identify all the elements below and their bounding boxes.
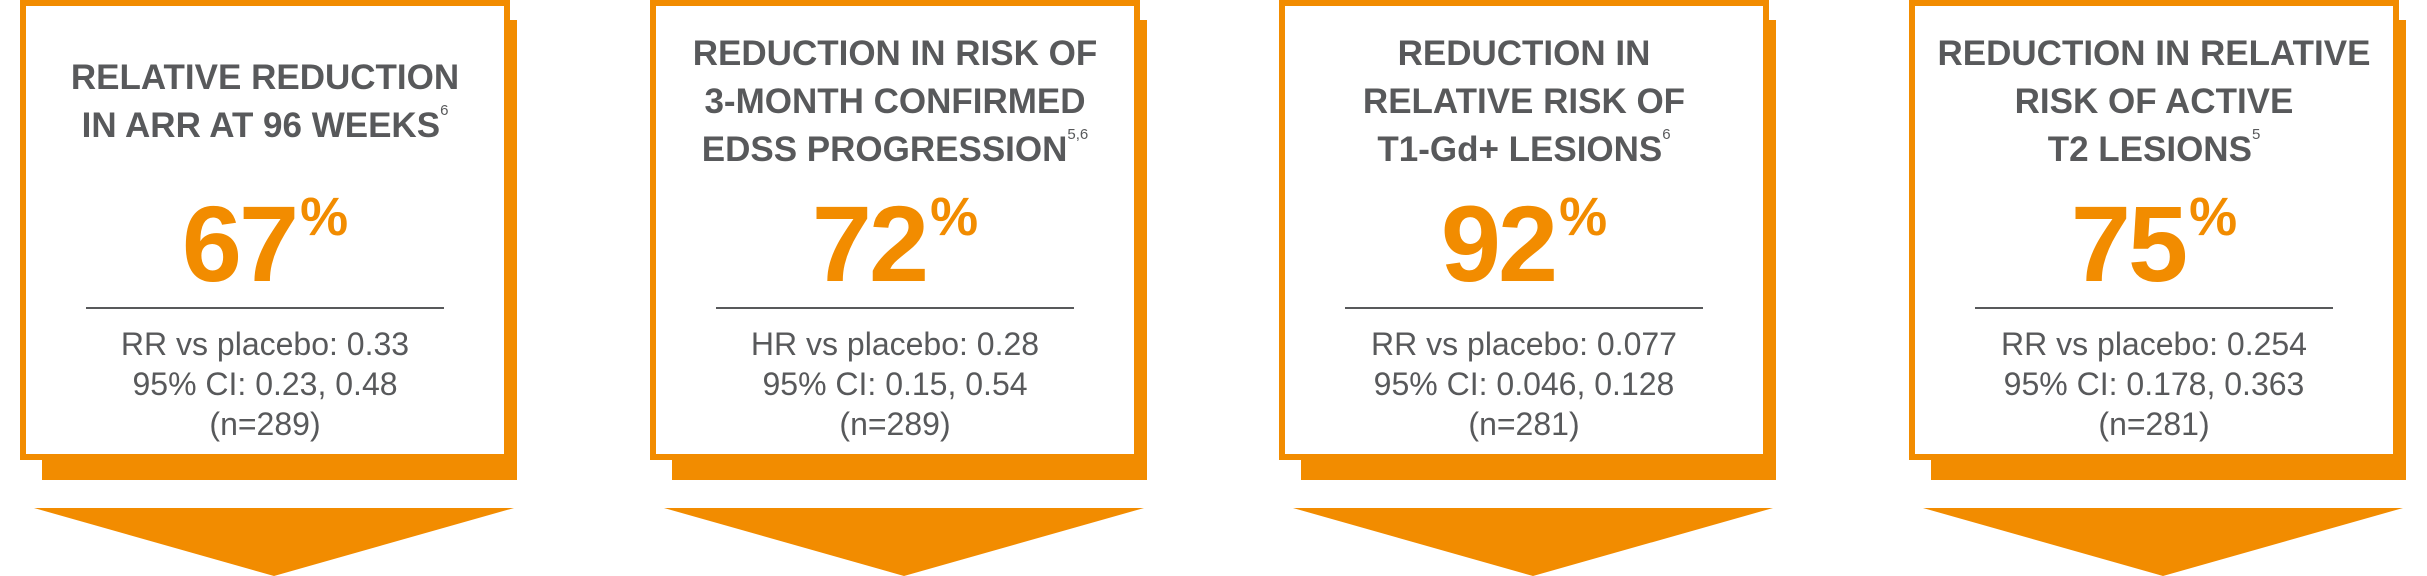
reference-superscript: 5 [2251, 126, 2261, 143]
stat-n: (n=289) [839, 406, 951, 442]
stat-n: (n=281) [2098, 406, 2210, 442]
reference-superscript: 5,6 [1067, 126, 1089, 143]
heading-line: EDSS PROGRESSION5,6 [701, 126, 1089, 169]
heading-line: 3-MONTH CONFIRMED [704, 82, 1086, 121]
heading-line: REDUCTION IN [1397, 34, 1651, 73]
stat-n: (n=281) [1468, 406, 1580, 442]
divider [1345, 307, 1703, 309]
percent-sign: % [930, 187, 979, 247]
card-heading: REDUCTION IN RELATIVE RISK OF ACTIVE T2 … [1929, 30, 2379, 174]
stat-ci: 95% CI: 0.15, 0.54 [762, 366, 1028, 402]
heading-line: REDUCTION IN RELATIVE [1937, 34, 2371, 73]
divider [86, 307, 444, 309]
down-arrow-icon [1293, 508, 1773, 576]
stat-n: (n=289) [209, 406, 321, 442]
percent-value: 75% [2070, 183, 2238, 304]
card-box: REDUCTION IN RELATIVE RISK OF T1-Gd+ LES… [1279, 0, 1769, 460]
percent-value: 92% [1440, 183, 1608, 304]
card-heading: REDUCTION IN RISK OF 3-MONTH CONFIRMED E… [670, 30, 1120, 174]
stat-card-arr: RELATIVE REDUCTION IN ARR AT 96 WEEKS6 6… [20, 0, 525, 576]
reference-superscript: 6 [1662, 126, 1671, 143]
stat-card-t1-lesions: REDUCTION IN RELATIVE RISK OF T1-Gd+ LES… [1279, 0, 1784, 576]
heading-line: T2 LESIONS5 [2047, 126, 2261, 169]
down-arrow-icon [664, 508, 1144, 576]
stat-ci: 95% CI: 0.178, 0.363 [2003, 366, 2305, 402]
percent-sign: % [2189, 187, 2238, 247]
percent-sign: % [300, 187, 349, 247]
down-arrow-icon [34, 508, 514, 576]
card-box: REDUCTION IN RELATIVE RISK OF ACTIVE T2 … [1909, 0, 2399, 460]
heading-line: IN ARR AT 96 WEEKS6 [81, 102, 449, 145]
card-heading: RELATIVE REDUCTION IN ARR AT 96 WEEKS6 [40, 54, 490, 150]
divider [1975, 307, 2333, 309]
card-box: REDUCTION IN RISK OF 3-MONTH CONFIRMED E… [650, 0, 1140, 460]
down-arrow-icon [1923, 508, 2403, 576]
stat-ratio: RR vs placebo: 0.33 [120, 326, 410, 362]
stat-ci: 95% CI: 0.046, 0.128 [1373, 366, 1675, 402]
percent-value: 72% [811, 183, 979, 304]
card-box: RELATIVE REDUCTION IN ARR AT 96 WEEKS6 6… [20, 0, 510, 460]
stat-ratio: RR vs placebo: 0.077 [1371, 326, 1677, 362]
heading-line: REDUCTION IN RISK OF [692, 34, 1098, 73]
percent-sign: % [1559, 187, 1608, 247]
stat-card-t2-lesions: REDUCTION IN RELATIVE RISK OF ACTIVE T2 … [1909, 0, 2414, 576]
heading-line: T1-Gd+ LESIONS6 [1377, 126, 1671, 169]
heading-line: RELATIVE RISK OF [1362, 82, 1686, 121]
percent-value: 67% [181, 183, 349, 304]
heading-line: RELATIVE REDUCTION [70, 58, 460, 97]
divider [716, 307, 1074, 309]
stat-ratio: HR vs placebo: 0.28 [750, 326, 1040, 362]
stat-card-edss: REDUCTION IN RISK OF 3-MONTH CONFIRMED E… [650, 0, 1155, 576]
stat-ci: 95% CI: 0.23, 0.48 [132, 366, 398, 402]
heading-line: RISK OF ACTIVE [2014, 82, 2294, 121]
stat-ratio: RR vs placebo: 0.254 [2001, 326, 2307, 362]
card-heading: REDUCTION IN RELATIVE RISK OF T1-Gd+ LES… [1299, 30, 1749, 174]
reference-superscript: 6 [440, 102, 449, 119]
